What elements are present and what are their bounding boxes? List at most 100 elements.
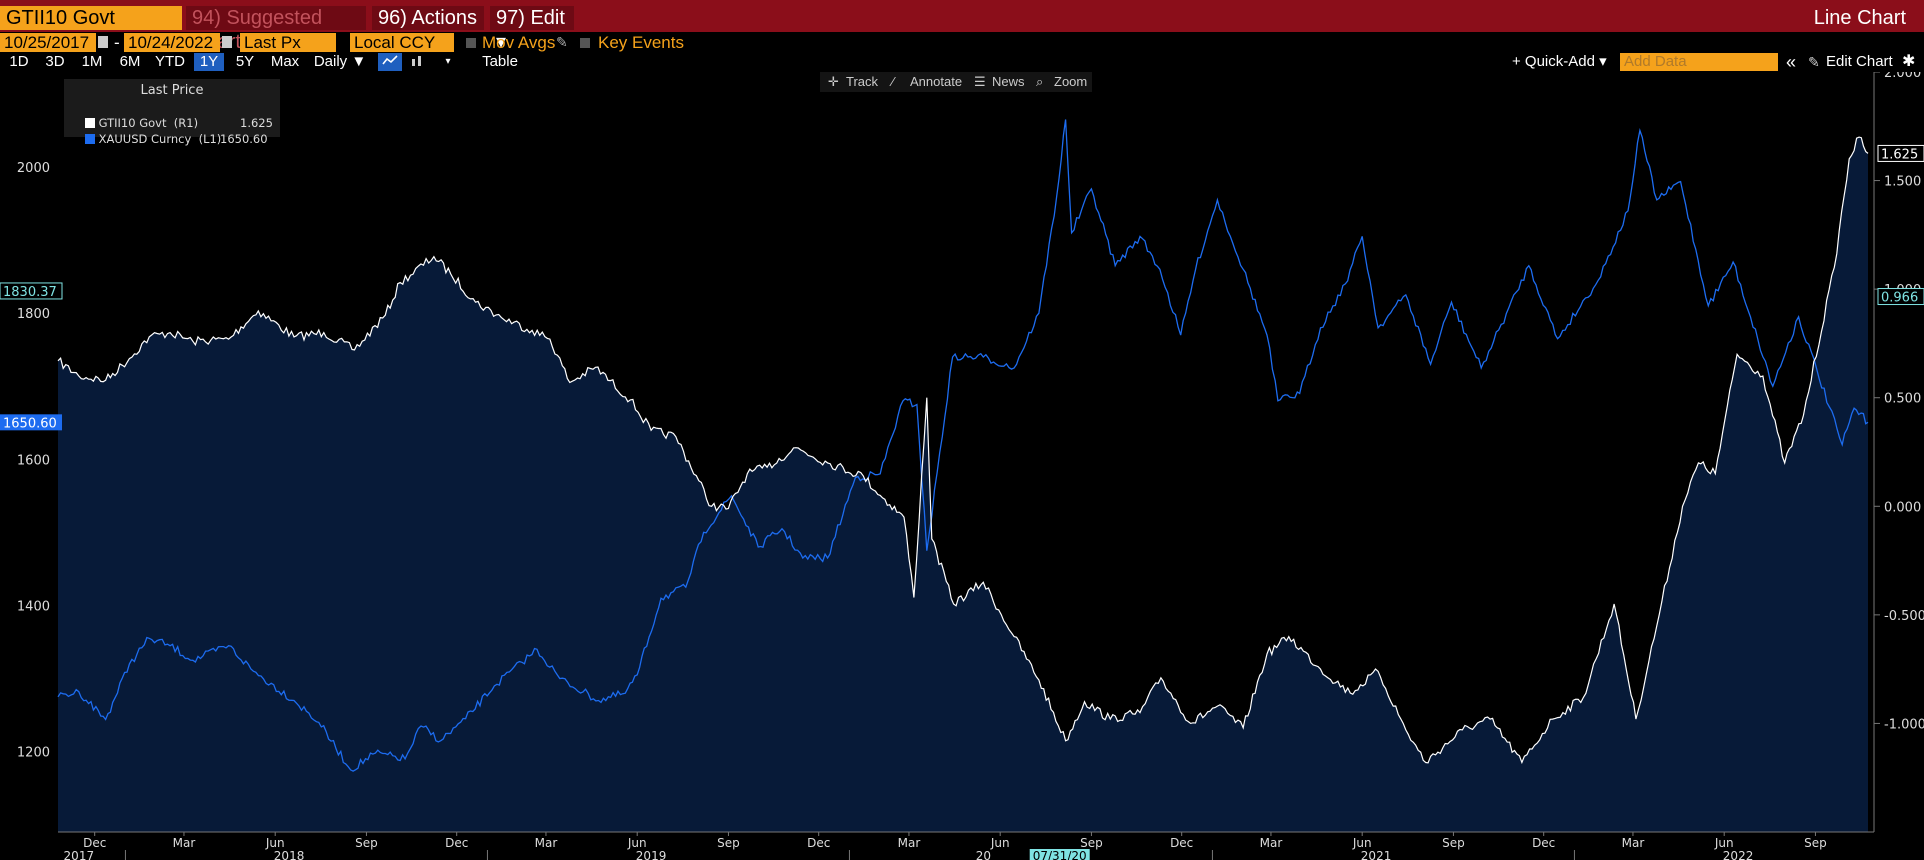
x-axis-month-label: Dec xyxy=(445,836,468,850)
bar-chart-icon[interactable] xyxy=(406,53,428,71)
right-axis-tick-label: -1.000 xyxy=(1884,717,1924,732)
x-axis-year-label: 2022 xyxy=(1723,849,1754,860)
calendar-icon[interactable] xyxy=(98,36,108,48)
news-icon[interactable]: ☰ xyxy=(974,74,986,89)
range-6m[interactable]: 6M xyxy=(119,53,141,70)
value-marker-label: 1830.37 xyxy=(3,285,57,300)
legend-value: 1.625 xyxy=(240,116,273,130)
legend-label: XAUUSD Curncy (L1) xyxy=(98,132,222,146)
x-axis-month-label: Mar xyxy=(535,836,558,850)
range-1m[interactable]: 1M xyxy=(81,53,103,70)
x-axis-month-label: Dec xyxy=(1532,836,1555,850)
value-marker-box xyxy=(0,414,62,431)
chart-type-title: Line Chart xyxy=(1813,7,1906,29)
right-axis-tick-label: -0.500 xyxy=(1884,609,1924,624)
line-chart-icon-glyph xyxy=(382,55,398,65)
actions-menu[interactable]: 96) Actions ▾ xyxy=(372,6,484,53)
chart-area[interactable]: 120014001600180020002.0001.5001.0000.500… xyxy=(0,72,1924,860)
x-axis-year-label: 2017 xyxy=(64,849,95,860)
legend-swatch xyxy=(84,134,95,144)
mov-avgs-label[interactable]: Mov Avgs xyxy=(482,33,556,52)
currency-select[interactable]: Local CCY xyxy=(350,33,454,52)
key-events-label[interactable]: Key Events xyxy=(598,33,684,52)
edit-menu[interactable]: 97) Edit ▾ xyxy=(490,6,574,53)
x-axis-month-label: Sep xyxy=(355,836,378,850)
left-axis-tick-label: 1200 xyxy=(17,746,50,761)
legend-row-yield: GTII10 Govt (R1) 1.625 xyxy=(70,102,273,144)
pencil-icon[interactable]: ✎ xyxy=(556,34,568,50)
range-3d[interactable]: 3D xyxy=(45,53,65,70)
value-marker-label: 0.966 xyxy=(1881,291,1918,306)
x-axis-month-label: Jun xyxy=(627,836,647,850)
value-marker-box xyxy=(1877,288,1924,306)
bar-chart-icon-glyph xyxy=(412,56,421,66)
chart-tools: ✛ Track ⁄ Annotate ☰ News ⌕ Zoom xyxy=(820,72,1092,92)
x-axis-month-label: Jun xyxy=(265,836,285,850)
zoom-button[interactable]: Zoom xyxy=(1054,74,1088,89)
range-ytd[interactable]: YTD xyxy=(155,53,185,70)
zoom-icon[interactable]: ⌕ xyxy=(1036,74,1044,89)
left-axis-tick-label: 2000 xyxy=(17,161,50,176)
right-axis-tick-label: 1.500 xyxy=(1884,175,1921,190)
left-axis-tick-label: 1800 xyxy=(17,307,50,322)
news-button[interactable]: News xyxy=(992,74,1025,89)
end-date-input[interactable]: 10/24/2022 xyxy=(124,33,220,52)
legend-label: GTII10 Govt (R1) xyxy=(98,116,199,130)
x-axis-month-label: Jun xyxy=(990,836,1010,850)
x-axis-month-label: Mar xyxy=(1260,836,1283,850)
value-marker-box xyxy=(0,282,63,300)
track-button[interactable]: Track xyxy=(846,74,879,89)
x-axis-year-label: 2021 xyxy=(1361,849,1392,860)
table-button[interactable]: Table xyxy=(482,53,518,70)
x-axis-year-label: 07/31/20 xyxy=(1033,849,1087,860)
range-1d[interactable]: 1D xyxy=(9,53,29,70)
key-events-checkbox[interactable] xyxy=(580,38,590,48)
right-axis-tick-label: 0.000 xyxy=(1884,500,1921,515)
start-date-input[interactable]: 10/25/2017 xyxy=(0,33,96,52)
collapse-icon[interactable]: « xyxy=(1786,52,1797,72)
right-axis-tick-label: 2.000 xyxy=(1884,72,1921,81)
chart-style-dropdown-icon[interactable]: ▾ xyxy=(445,56,451,67)
crosshair-date-highlight xyxy=(1029,849,1090,860)
x-axis-year-label: 20 xyxy=(976,849,991,860)
quick-add-button[interactable]: + Quick-Add ▾ xyxy=(1512,53,1607,70)
ticker-field[interactable]: GTII10 Govt xyxy=(0,6,182,30)
edit-chart-button[interactable]: Edit Chart xyxy=(1826,53,1893,70)
x-axis-year-label: 2019 xyxy=(636,849,667,860)
line-chart-icon[interactable] xyxy=(378,53,402,71)
left-axis-tick-label: 1400 xyxy=(17,599,50,614)
left-axis-tick-label: 1600 xyxy=(17,453,50,468)
periodicity-select[interactable]: Daily ▼ xyxy=(313,53,367,70)
header-bar: GTII10 Govt 94) Suggested Charts 96) Act… xyxy=(0,0,1924,53)
x-axis-month-label: Dec xyxy=(83,836,106,850)
value-marker-label: 1650.60 xyxy=(3,416,57,431)
field-select[interactable]: Last Px xyxy=(240,33,336,52)
date-dash: - xyxy=(114,33,120,52)
x-axis-month-label: Sep xyxy=(717,836,740,850)
suggested-charts-button[interactable]: 94) Suggested Charts xyxy=(186,6,366,53)
pencil-icon[interactable]: ✎ xyxy=(1808,54,1820,70)
x-axis-month-label: Mar xyxy=(898,836,921,850)
range-1y[interactable]: 1Y xyxy=(194,53,224,71)
range-max[interactable]: Max xyxy=(270,53,300,70)
x-axis-month-label: Sep xyxy=(1442,836,1465,850)
yield-series-line xyxy=(57,136,1869,765)
right-axis-tick-label: 0.500 xyxy=(1884,392,1921,407)
range-5y[interactable]: 5Y xyxy=(235,53,255,70)
calendar-icon[interactable] xyxy=(222,36,232,48)
value-marker-label: 1.625 xyxy=(1881,147,1918,162)
x-axis-month-label: Jun xyxy=(1714,836,1734,850)
x-axis-month-label: Mar xyxy=(1622,836,1645,850)
x-axis-month-label: Sep xyxy=(1080,836,1103,850)
gear-icon[interactable]: ✱ xyxy=(1902,53,1916,70)
x-axis-month-label: Jun xyxy=(1352,836,1372,850)
track-icon[interactable]: ✛ xyxy=(828,74,839,89)
x-axis-month-label: Mar xyxy=(173,836,196,850)
x-axis-month-label: Dec xyxy=(1170,836,1193,850)
annotate-button[interactable]: Annotate xyxy=(910,74,963,89)
add-data-input[interactable]: Add Data xyxy=(1620,53,1778,71)
range-row: 1D 3D 1M 6M YTD 1Y 5Y Max Daily ▼ ▾ Tabl… xyxy=(0,52,1924,72)
legend-value: 1650.60 xyxy=(220,132,268,146)
annotate-icon[interactable]: ⁄ xyxy=(892,74,895,89)
mov-avgs-checkbox[interactable] xyxy=(466,38,476,48)
